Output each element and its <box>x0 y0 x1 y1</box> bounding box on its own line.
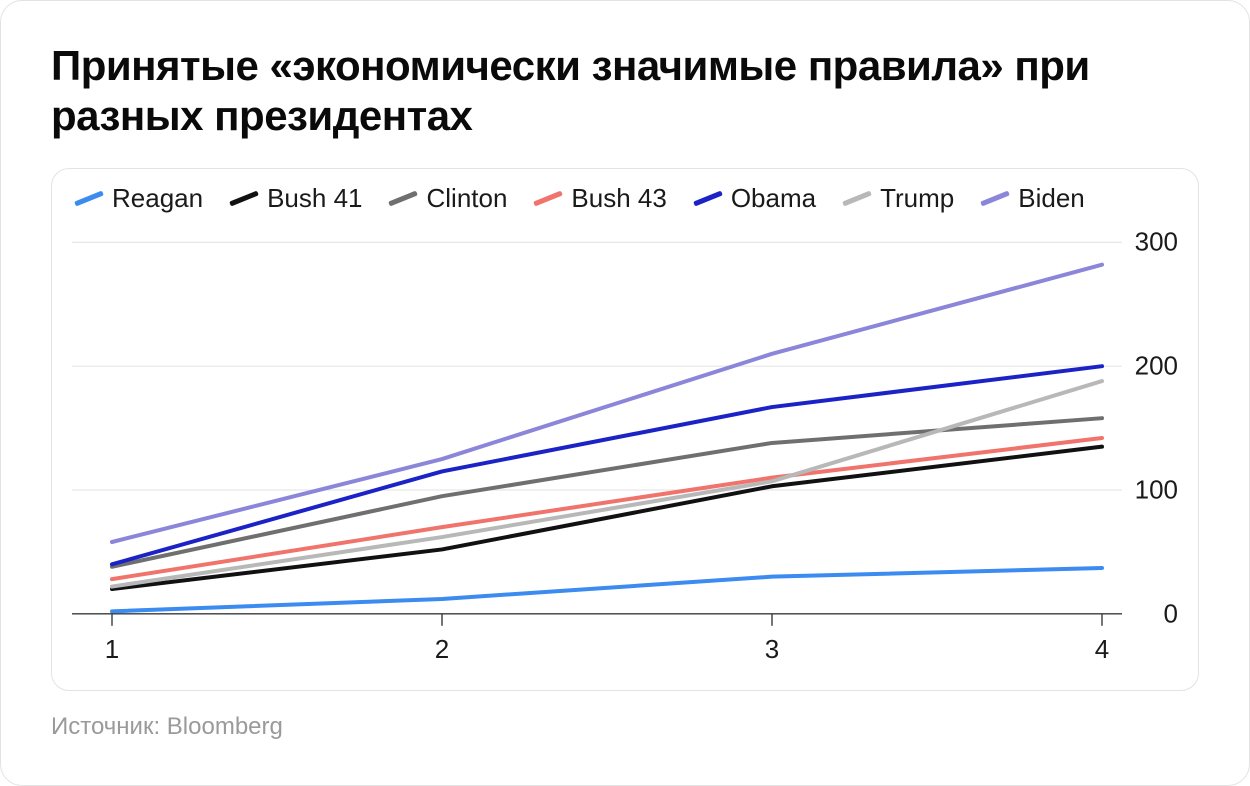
legend-swatch-icon <box>389 191 419 207</box>
plot-area: 0 100 200 300 1 2 3 4 <box>52 220 1192 690</box>
legend-item-bush41: Bush 41 <box>229 183 362 214</box>
legend-item-obama: Obama <box>693 183 816 214</box>
legend-label: Reagan <box>112 183 203 214</box>
chart-title: Принятые «экономически значимые правила»… <box>51 41 1199 140</box>
legend-swatch-icon <box>534 191 564 207</box>
x-tick-label: 3 <box>765 634 779 665</box>
legend-label: Biden <box>1018 183 1085 214</box>
legend-item-trump: Trump <box>842 183 954 214</box>
legend-item-reagan: Reagan <box>74 183 203 214</box>
legend-label: Bush 41 <box>267 183 362 214</box>
y-tick-label: 0 <box>1164 598 1178 629</box>
legend-item-biden: Biden <box>980 183 1085 214</box>
legend-item-bush43: Bush 43 <box>533 183 666 214</box>
chart-card: Принятые «экономически значимые правила»… <box>0 0 1250 786</box>
y-tick-label: 100 <box>1135 475 1178 506</box>
series-line-reagan <box>112 568 1102 611</box>
legend-label: Obama <box>731 183 816 214</box>
legend-label: Bush 43 <box>571 183 666 214</box>
legend-item-clinton: Clinton <box>388 183 507 214</box>
legend-label: Clinton <box>426 183 507 214</box>
x-tick-label: 1 <box>105 634 119 665</box>
legend-swatch-icon <box>980 191 1010 207</box>
x-tick-label: 2 <box>435 634 449 665</box>
x-tick-label: 4 <box>1095 634 1109 665</box>
legend-swatch-icon <box>229 191 259 207</box>
source-label: Источник: Bloomberg <box>51 713 1199 741</box>
y-tick-label: 200 <box>1135 351 1178 382</box>
legend-label: Trump <box>880 183 954 214</box>
legend-swatch-icon <box>74 191 104 207</box>
y-tick-label: 300 <box>1135 227 1178 258</box>
line-chart-svg <box>52 220 1192 690</box>
legend-swatch-icon <box>842 191 872 207</box>
legend: Reagan Bush 41 Clinton Bush 43 Obama Trump Bid… <box>52 169 1198 220</box>
plot-frame: Reagan Bush 41 Clinton Bush 43 Obama Trump Bid… <box>51 168 1199 691</box>
legend-swatch-icon <box>693 191 723 207</box>
